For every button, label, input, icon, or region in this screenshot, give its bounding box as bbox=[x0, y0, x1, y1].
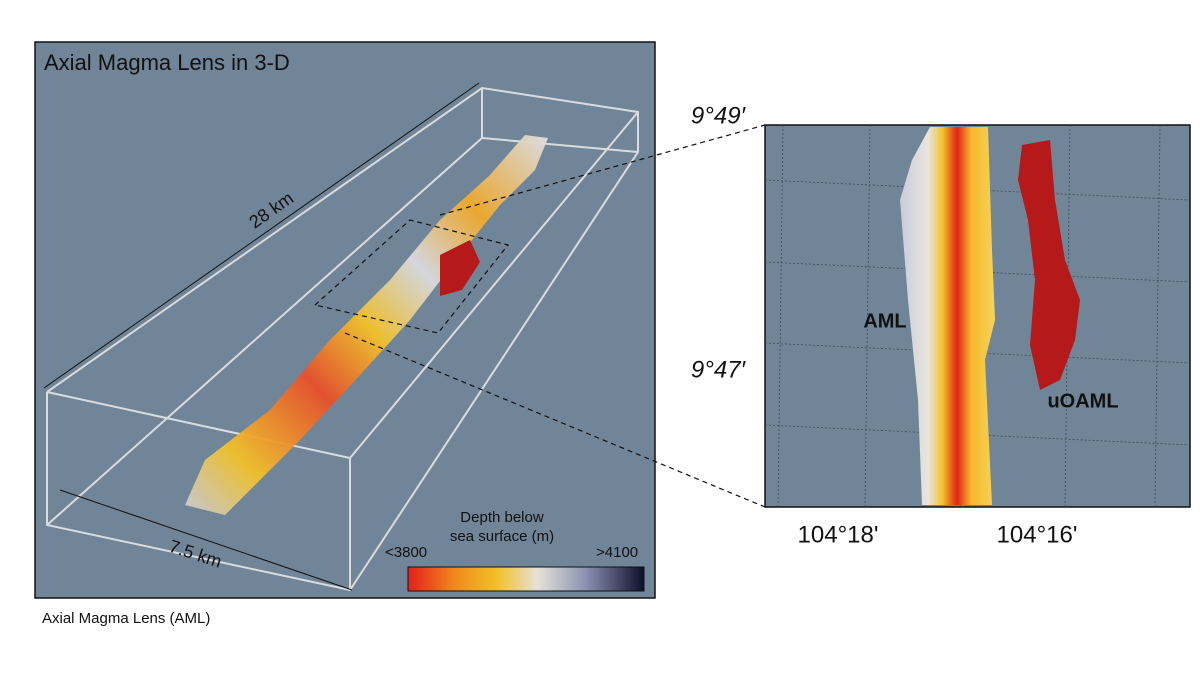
colorbar bbox=[407, 566, 645, 592]
colorbar-title: sea surface (m) bbox=[450, 528, 554, 545]
length-arrow bbox=[43, 82, 480, 389]
uoaml-3d bbox=[440, 240, 480, 296]
uoaml-strip bbox=[1018, 140, 1080, 390]
panel-3d bbox=[34, 41, 656, 599]
lat-label: 9°49′ bbox=[691, 102, 747, 129]
width-arrow bbox=[59, 489, 353, 591]
aml-strip bbox=[900, 127, 995, 505]
panel-title: Axial Magma Lens in 3-D bbox=[44, 50, 290, 75]
wireframe-box bbox=[46, 86, 639, 592]
colorbar-max: >4100 bbox=[596, 544, 638, 561]
colorbar-title: Depth below bbox=[460, 509, 544, 526]
caption: Axial Magma Lens (AML) bbox=[42, 610, 210, 627]
lat-label: 9°47′ bbox=[691, 356, 747, 383]
aml-label: AML bbox=[863, 310, 906, 332]
uoaml-label: uOAML bbox=[1047, 390, 1118, 412]
colorbar-min: <3800 bbox=[385, 544, 427, 561]
aml-3d bbox=[185, 135, 548, 515]
lon-label: 104°18' bbox=[798, 521, 879, 548]
lon-label: 104°16' bbox=[997, 521, 1078, 548]
